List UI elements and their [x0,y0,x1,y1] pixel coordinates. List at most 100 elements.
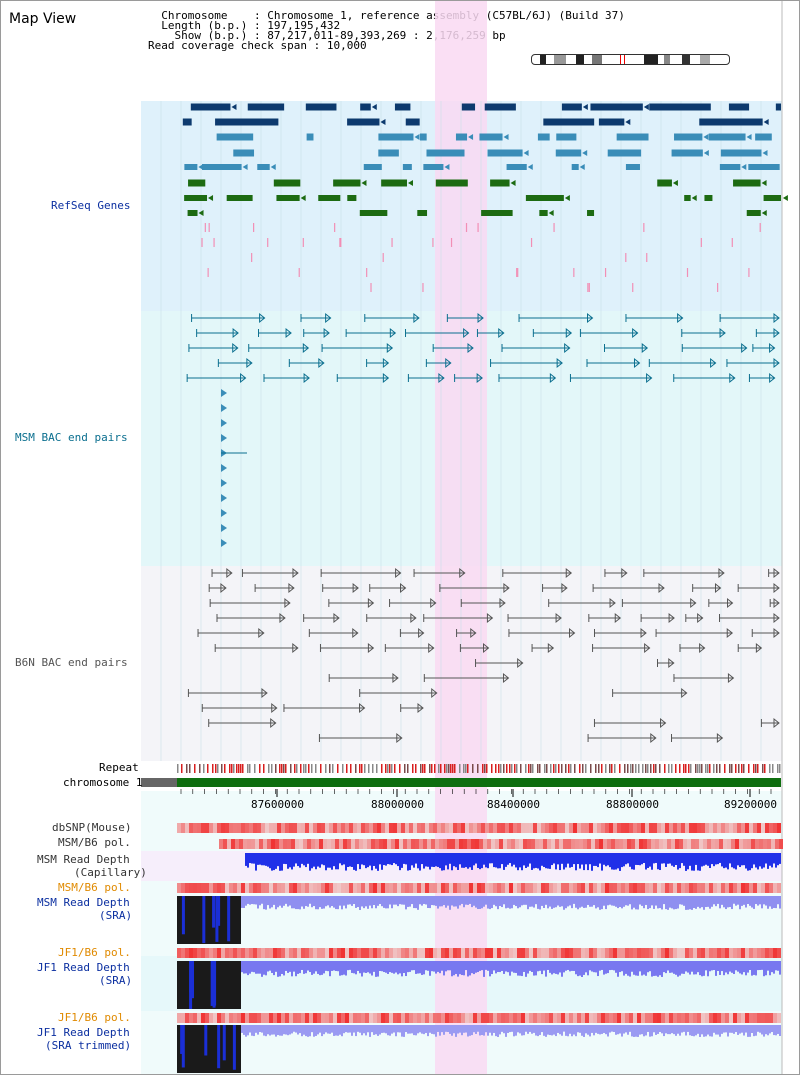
heat-cell [361,823,365,833]
bac-end-arrow [476,372,483,384]
gene-feature [755,133,772,141]
heat-cell [201,823,205,833]
depth-bar [191,961,195,999]
depth-bar [763,853,765,868]
depth-bar [383,961,385,973]
depth-bar [523,1025,525,1036]
msm-b6-pol-label-2[interactable]: MSM/B6 pol. [58,881,131,894]
chromosome-track-label[interactable]: chromosome 1 [63,776,143,789]
depth-bar [543,853,545,868]
depth-bar [563,961,565,973]
msm-depth-sra-label[interactable]: MSM Read Depth [37,896,130,909]
depth-bar [709,961,711,972]
depth-bar [399,1025,401,1033]
depth-bar [653,1025,655,1033]
depth-bar [261,1025,263,1033]
depth-bar [643,961,645,975]
gene-arrow [763,119,769,125]
msm-depth-capillary-label[interactable]: MSM Read Depth [37,853,130,866]
depth-bar [521,896,523,906]
depth-bar [599,961,601,971]
heat-cell [491,839,495,849]
depth-bar [695,961,697,975]
depth-bar [751,1025,753,1034]
heat-cell [289,1013,293,1023]
bac-end-arrow [232,342,239,354]
jf1-depth-sra-label[interactable]: JF1 Read Depth [37,961,130,974]
msm-bac-label[interactable]: MSM BAC end pairs [15,431,128,444]
depth-bar [373,961,375,972]
gene-feature [333,179,361,187]
heat-cell [257,823,261,833]
depth-bar [637,896,639,910]
heat-cell [729,823,733,833]
depth-bar [401,896,403,905]
depth-bar [747,961,749,973]
heat-cell [469,948,473,958]
heat-cell [693,948,697,958]
jf1-depth-trim-label[interactable]: JF1 Read Depth [37,1026,130,1039]
heat-cell [193,883,197,893]
heat-cell [523,839,527,849]
depth-bar [765,896,767,906]
heat-cell [485,883,489,893]
heat-cell [741,883,745,893]
heat-cell [335,839,339,849]
heat-cell [481,823,485,833]
depth-bar [471,961,473,974]
depth-bar [204,1025,208,1056]
depth-bar [545,961,547,977]
b6n-bac-label[interactable]: B6N BAC end pairs [15,656,128,669]
refseq-genes-label[interactable]: RefSeq Genes [51,199,131,212]
bac-end-arrow [463,327,470,339]
heat-cell [197,883,201,893]
depth-bar [575,961,577,975]
heat-cell [297,948,301,958]
depth-bar [393,1025,395,1033]
heat-cell [381,823,385,833]
heat-cell [557,883,561,893]
depth-bar [323,896,325,909]
heat-cell [277,883,281,893]
heat-cell [677,823,681,833]
repeat-element [568,764,570,773]
depth-bar [699,896,701,909]
depth-bar [275,1025,277,1037]
depth-bar [659,961,661,976]
heat-cell [355,839,359,849]
jf1-b6-pol-label-2[interactable]: JF1/B6 pol. [58,1011,131,1024]
depth-bar [477,1025,479,1032]
depth-bar [303,896,305,909]
heat-cell [257,1013,261,1023]
depth-bar [513,1025,515,1037]
heat-cell [217,883,221,893]
heat-cell [591,839,595,849]
heat-cell [261,823,265,833]
depth-bar [753,853,755,865]
repeat-element [699,764,701,773]
repeat-label[interactable]: Repeat [99,761,139,774]
bac-end-arrow [285,327,292,339]
heat-cell [473,948,477,958]
heat-cell [765,823,769,833]
msm-b6-pol-label-1[interactable]: MSM/B6 pol. [58,836,131,849]
repeat-element [415,764,417,773]
chromosome-ideogram[interactable] [531,54,730,65]
depth-bar [641,896,643,906]
depth-bar [689,961,691,975]
depth-bar [213,961,217,1006]
heat-cell [721,948,725,958]
depth-bar [489,961,491,977]
heat-cell [307,839,311,849]
depth-bar [369,1025,371,1037]
depth-bar [747,1025,749,1037]
depth-bar [273,961,275,976]
heat-cell [369,1013,373,1023]
repeat-element [757,764,759,773]
depth-bar [433,1025,435,1035]
jf1-b6-pol-label-1[interactable]: JF1/B6 pol. [58,946,131,959]
dbsnp-label[interactable]: dbSNP(Mouse) [52,821,132,834]
depth-bar [335,896,337,910]
depth-bar [773,853,775,864]
